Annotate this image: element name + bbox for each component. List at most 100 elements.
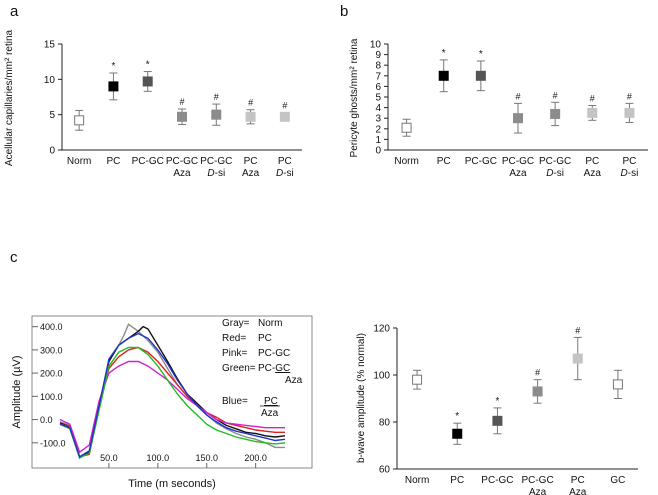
- significance-mark: #: [553, 90, 558, 100]
- data-point: [177, 111, 187, 122]
- data-point: [612, 379, 623, 390]
- y-tick-label: 400.0: [40, 322, 63, 332]
- panel-c-erg-trace: -100.0 0.0 100.0 200.0 300.0 400.0 50.0 100.0 15…: [11, 315, 313, 490]
- legend-label: PC-GC: [258, 348, 290, 359]
- x-tick-label: PC-GC: [502, 156, 534, 167]
- x-tick-label: PC: [622, 156, 636, 167]
- y-axis-label: Acellular capillaries/mm² retina: [4, 29, 15, 166]
- y-tick-label: 10: [370, 40, 382, 51]
- data-point: [492, 415, 503, 426]
- significance-mark: #: [214, 92, 219, 102]
- x-tick-label: 150.0: [195, 453, 218, 463]
- data-point: [475, 70, 486, 81]
- x-tick-label: 50.0: [100, 453, 118, 463]
- data-point: [624, 107, 635, 118]
- panel-label-a: a: [10, 3, 19, 20]
- significance-mark: *: [479, 49, 483, 60]
- y-axis-label: Amplitude (µV): [11, 356, 23, 429]
- panel-a-chart: 0 5 10 15 Acellular capillaries/mm² retina No…: [4, 29, 302, 179]
- legend-key: Pink=: [222, 348, 247, 359]
- y-tick-label: 5: [49, 110, 55, 121]
- x-tick-label: PC-GC: [539, 156, 571, 167]
- trace-blue: [59, 332, 286, 458]
- panel-label-b: b: [340, 3, 348, 20]
- y-tick-label: 60: [379, 465, 391, 476]
- x-tick-label: PC-GC: [481, 475, 513, 486]
- x-tick-label: PC: [244, 156, 258, 167]
- x-tick-label: Norm: [394, 156, 418, 167]
- y-tick-label: 120: [373, 324, 390, 335]
- data-point: [550, 108, 561, 119]
- y-tick-label: 0.0: [40, 415, 53, 425]
- data-point: [513, 113, 523, 124]
- legend-sublabel: Aza: [285, 375, 303, 386]
- x-tick-label: 100.0: [147, 453, 170, 463]
- plot-frame: [31, 315, 313, 469]
- x-tick-label: PC-GC: [465, 156, 497, 167]
- legend-key: Green=: [222, 363, 256, 374]
- panel-label-c: c: [10, 249, 18, 266]
- significance-mark: #: [535, 368, 540, 378]
- x-tick-label: Aza: [509, 168, 527, 179]
- y-axis-label: b-wave amplitude (% normal): [356, 333, 367, 463]
- data-point: [412, 374, 423, 385]
- x-tick-label: PC-GC: [200, 156, 232, 167]
- x-tick-label: D-si: [207, 168, 225, 179]
- data-point: [142, 76, 153, 87]
- y-tick-label: 1: [375, 135, 381, 146]
- data-point: [211, 109, 222, 120]
- legend-label: PC-GC: [258, 363, 290, 374]
- y-tick-label: 8: [375, 61, 381, 72]
- x-tick-label: 200.0: [244, 453, 267, 463]
- y-tick-label: 5: [375, 93, 381, 104]
- legend-key: Gray=: [222, 318, 250, 329]
- x-tick-label: Aza: [569, 487, 587, 495]
- y-tick-label: 200.0: [40, 369, 63, 379]
- significance-mark: #: [590, 93, 595, 103]
- significance-mark: #: [515, 91, 520, 101]
- y-axis-label: Pericyte ghosts/mm² retina: [349, 38, 360, 157]
- x-tick-label: PC: [106, 156, 120, 167]
- data-point: [532, 386, 543, 397]
- trace-green: [59, 346, 286, 459]
- y-tick-label: 10: [44, 75, 56, 86]
- data-point: [245, 111, 256, 122]
- significance-mark: *: [111, 61, 115, 72]
- x-tick-label: Norm: [405, 475, 429, 486]
- legend-key: Blue=: [222, 396, 248, 407]
- panel-c-bwave-chart: 60 80 100 120 b-wave amplitude (% normal) Nor…: [356, 324, 638, 495]
- significance-mark: *: [146, 60, 150, 71]
- y-tick-label: -100.0: [40, 438, 66, 448]
- y-tick-label: 2: [375, 124, 381, 135]
- legend-sublabel: Aza: [261, 408, 279, 419]
- x-tick-label: PC: [571, 475, 585, 486]
- x-tick-label: PC-GC: [521, 475, 553, 486]
- y-tick-label: 0: [49, 146, 55, 157]
- y-tick-label: 9: [375, 50, 381, 61]
- significance-mark: #: [627, 91, 632, 101]
- x-tick-label: Aza: [173, 168, 191, 179]
- data-point: [438, 70, 449, 81]
- x-tick-label: Aza: [242, 168, 260, 179]
- legend-label: PC: [258, 333, 272, 344]
- x-tick-label: Aza: [529, 487, 547, 495]
- y-tick-label: 100.0: [40, 392, 63, 402]
- x-tick-label: Norm: [67, 156, 91, 167]
- significance-mark: #: [282, 101, 287, 111]
- significance-mark: *: [455, 411, 459, 422]
- significance-mark: #: [575, 325, 580, 335]
- data-point: [279, 111, 290, 122]
- significance-mark: #: [248, 98, 253, 108]
- y-tick-label: 7: [375, 71, 381, 82]
- x-tick-label: PC: [278, 156, 292, 167]
- x-tick-label: PC-GC: [166, 156, 198, 167]
- y-tick-label: 80: [379, 418, 391, 429]
- significance-mark: *: [442, 48, 446, 59]
- y-tick-label: 15: [44, 40, 56, 51]
- y-tick-label: 0: [375, 146, 381, 157]
- y-tick-label: 6: [375, 82, 381, 93]
- x-tick-label: PC: [450, 475, 464, 486]
- significance-mark: #: [179, 97, 184, 107]
